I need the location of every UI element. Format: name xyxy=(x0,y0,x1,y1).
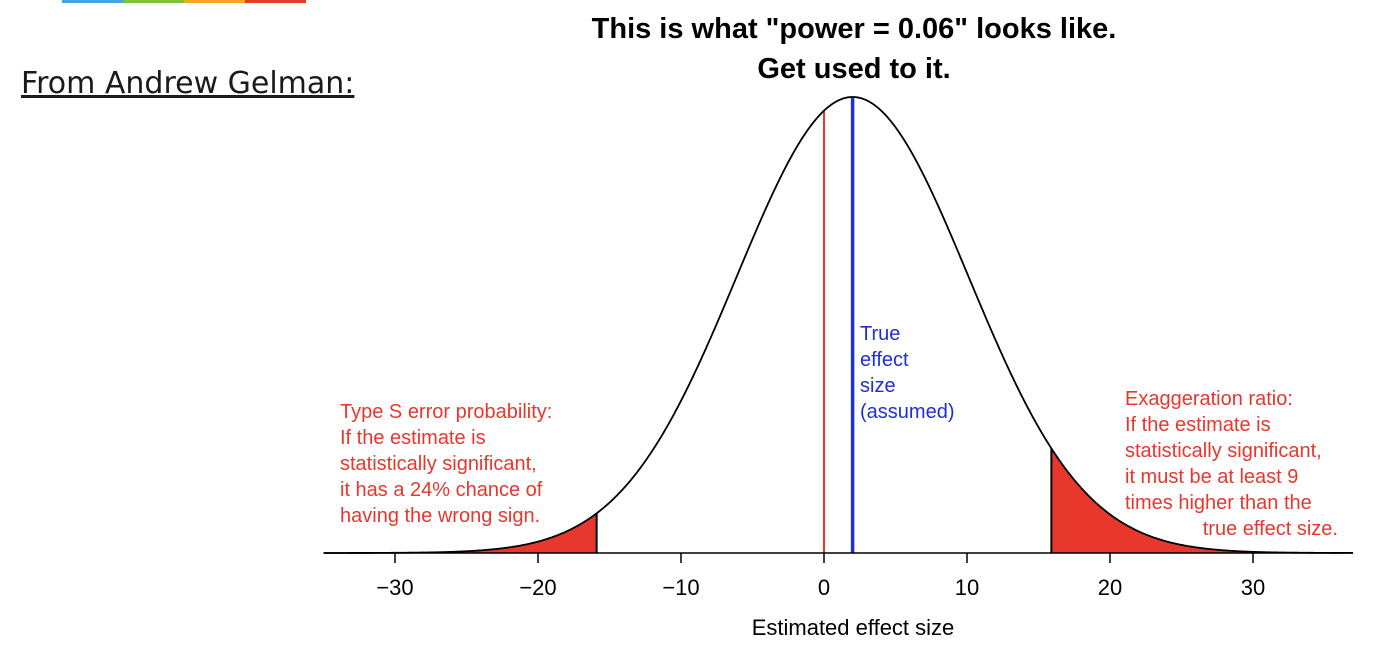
source-attribution: From Andrew Gelman: xyxy=(21,66,355,101)
x-tick-label: 30 xyxy=(1241,575,1265,600)
chart-title-line-1: This is what "power = 0.06" looks like. xyxy=(592,13,1117,45)
annotation-line: effect xyxy=(860,349,909,371)
x-tick-label: 0 xyxy=(818,575,830,600)
x-tick-label: −30 xyxy=(376,575,413,600)
annotation-line: If the estimate is xyxy=(340,427,486,449)
exaggeration-region xyxy=(1051,448,1354,553)
accent-segment-blue xyxy=(62,0,123,3)
annotation-line: true effect size. xyxy=(1203,518,1338,540)
true-effect-annotation: True effect size (assumed) xyxy=(860,323,954,423)
annotation-line: it must be at least 9 xyxy=(1125,466,1298,488)
annotation-line: If the estimate is xyxy=(1125,414,1271,436)
annotation-line: Exaggeration ratio: xyxy=(1125,388,1293,410)
x-tick-label: 20 xyxy=(1098,575,1122,600)
annotation-line: size xyxy=(860,375,896,397)
accent-color-strip xyxy=(62,0,306,3)
exaggeration-annotation: Exaggeration ratio: If the estimate is sta… xyxy=(1125,388,1338,540)
annotation-line: statistically significant, xyxy=(1125,440,1322,462)
x-tick-label: 10 xyxy=(955,575,979,600)
chart-title-line-2: Get used to it. xyxy=(757,53,950,85)
accent-segment-green xyxy=(123,0,184,3)
x-tick-label: −20 xyxy=(519,575,556,600)
x-axis-label: Estimated effect size xyxy=(752,615,955,640)
annotation-line: statistically significant, xyxy=(340,453,537,475)
annotation-line: Type S error probability: xyxy=(340,401,552,423)
x-tick-label: −10 xyxy=(662,575,699,600)
annotation-line: (assumed) xyxy=(860,401,954,423)
type-s-annotation: Type S error probability: If the estimate… xyxy=(340,401,552,527)
annotation-line: it has a 24% chance of xyxy=(340,479,543,501)
annotation-line: times higher than the xyxy=(1125,492,1312,514)
annotation-line: having the wrong sign. xyxy=(340,505,540,527)
annotation-line: True xyxy=(860,323,900,345)
x-axis-ticks: −30 −20 −10 0 10 20 30 xyxy=(376,553,1265,600)
sampling-distribution-curve xyxy=(323,96,1354,554)
accent-segment-orange xyxy=(184,0,245,3)
type-s-region xyxy=(323,513,597,553)
accent-segment-red xyxy=(245,0,306,3)
